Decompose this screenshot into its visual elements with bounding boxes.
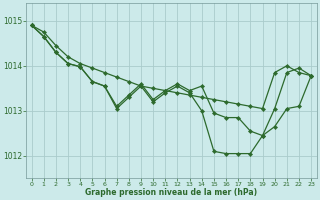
X-axis label: Graphe pression niveau de la mer (hPa): Graphe pression niveau de la mer (hPa) [85,188,257,197]
